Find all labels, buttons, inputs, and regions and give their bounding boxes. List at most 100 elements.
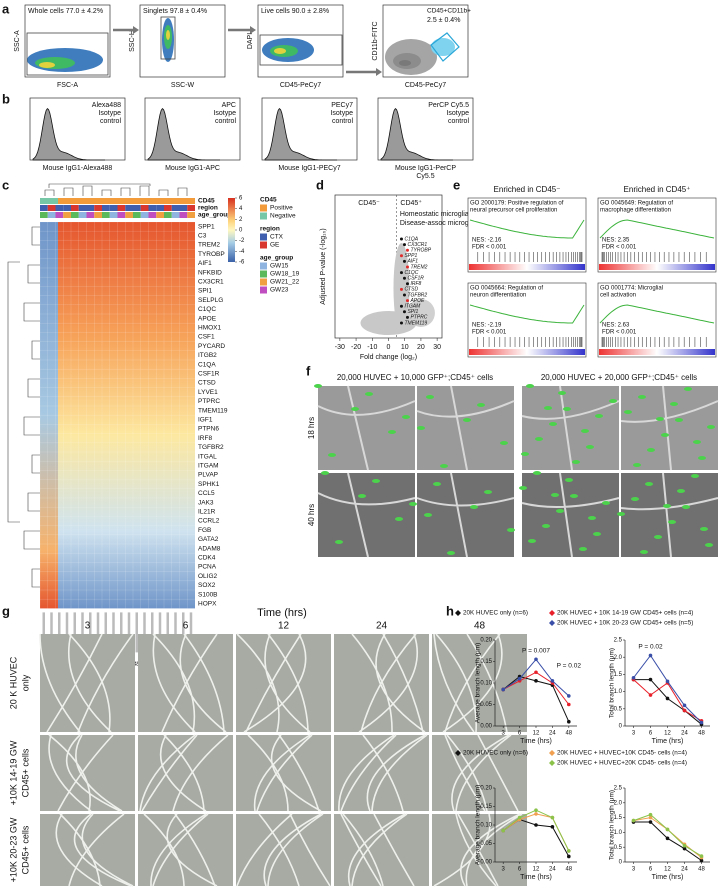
tube-network [152, 633, 227, 733]
fdr-label: FDR < 0.001 [472, 330, 507, 336]
gsea-title: macrophage differentiation [600, 208, 671, 214]
gene-label: SPI1 [198, 288, 212, 295]
gfp-cell [698, 456, 706, 460]
cell-density [399, 60, 411, 66]
annotation-bar [47, 205, 56, 211]
y-tick-label: 0 [619, 860, 623, 866]
gene-label: CDK4 [198, 555, 216, 562]
x-tick-label: 10 [401, 344, 409, 351]
gene-label: ITGAM [404, 304, 421, 310]
enrichment-curve [599, 304, 715, 324]
tube-network [236, 813, 331, 887]
legend-label: GW15 [270, 263, 289, 270]
annotation-bar [40, 205, 48, 211]
gene-label: NFKBID [198, 269, 222, 276]
x-tick-label: 0 [387, 344, 391, 351]
gfp-cell [447, 551, 455, 555]
tube-network [247, 734, 322, 812]
gfp-cell [579, 547, 587, 551]
gene-label: TGFBR2 [407, 292, 427, 298]
gene-label: HMOX1 [198, 325, 222, 332]
annotation-bar [125, 212, 133, 218]
y-tick-label: 0.05 [480, 702, 492, 708]
tube-network [39, 633, 134, 733]
vessel [416, 472, 515, 558]
micrograph [334, 814, 429, 886]
histogram-title: control [332, 118, 353, 125]
row-label: +10K 14-19 GW [8, 740, 18, 805]
gene-label: AIF1 [406, 259, 418, 265]
tube-network [143, 813, 218, 887]
legend-label: 20K HUVEC + HUVEC+20K CD45- cells (n=4) [557, 760, 687, 767]
cell-density [431, 38, 455, 56]
y-axis-label: CD11b-FITC [372, 21, 379, 60]
gene-label: CTSD [404, 287, 418, 293]
gfp-cell [682, 505, 690, 509]
x-tick-label: 3 [502, 867, 506, 873]
panel-label: g [2, 603, 10, 618]
annotation-bar [63, 205, 71, 211]
data-point [648, 677, 653, 682]
gene-point [399, 237, 403, 241]
gene-label: C1QC [404, 270, 418, 276]
gene-label: CX3CR1 [198, 279, 224, 286]
gene-point [405, 299, 409, 303]
gfp-cell [624, 410, 632, 414]
column-label-placeholder [50, 612, 53, 653]
heatmap-negative [40, 222, 58, 609]
legend-swatch [260, 270, 267, 278]
fdr-label: FDR < 0.001 [602, 330, 637, 336]
x-tick-label: 3 [632, 867, 636, 873]
column-label-placeholder [65, 612, 69, 653]
gene-label: CSF1 [198, 334, 215, 341]
gfp-cell [581, 429, 589, 433]
gfp-cell [570, 494, 578, 498]
data-point [517, 815, 522, 820]
gfp-cell [500, 441, 508, 445]
gene-label: JAK3 [198, 499, 214, 506]
legend-marker [549, 610, 555, 616]
gfp-cell [417, 426, 425, 430]
histogram-title: Isotype [98, 110, 121, 117]
gene-point [402, 276, 406, 280]
tube-network [433, 633, 508, 733]
micrograph [138, 814, 233, 886]
gfp-cell [638, 395, 646, 399]
colorbar [228, 198, 235, 262]
data-point [699, 854, 704, 858]
data-point [567, 854, 571, 859]
gfp-cell [549, 422, 557, 426]
gfp-cell [519, 486, 527, 490]
data-point [534, 823, 538, 827]
gene-point [399, 254, 403, 258]
enrichment-curve [469, 304, 585, 324]
gfp-cell [640, 550, 648, 554]
colorbar-tick-label: 0 [239, 228, 243, 234]
tube-network [236, 633, 311, 733]
cell-density [274, 48, 286, 54]
micrograph [40, 735, 135, 811]
annotation-bar [102, 205, 110, 211]
colorbar-tick-label: -2 [239, 238, 245, 244]
gfp-cell [595, 414, 603, 418]
gene-point [399, 304, 403, 308]
gfp-cell [402, 415, 410, 419]
gene-label: PTPN6 [198, 426, 219, 433]
histogram-title: control [448, 118, 469, 125]
data-point [534, 670, 538, 675]
gene-label: ADAM8 [198, 545, 221, 552]
x-tick-label: 20 [417, 344, 425, 351]
annotation-bar [86, 212, 95, 218]
series-line [633, 814, 702, 857]
legend-label: GE [270, 242, 280, 249]
gfp-cell [328, 453, 336, 457]
x-tick-label: -20 [351, 344, 361, 351]
histogram-title: control [100, 118, 121, 125]
gfp-cell [609, 399, 617, 403]
gene-label: PTPRC [410, 315, 427, 321]
tube-network [340, 813, 415, 887]
gfp-cell [677, 489, 685, 493]
gfp-cell [691, 474, 699, 478]
gfp-cell [656, 417, 664, 421]
